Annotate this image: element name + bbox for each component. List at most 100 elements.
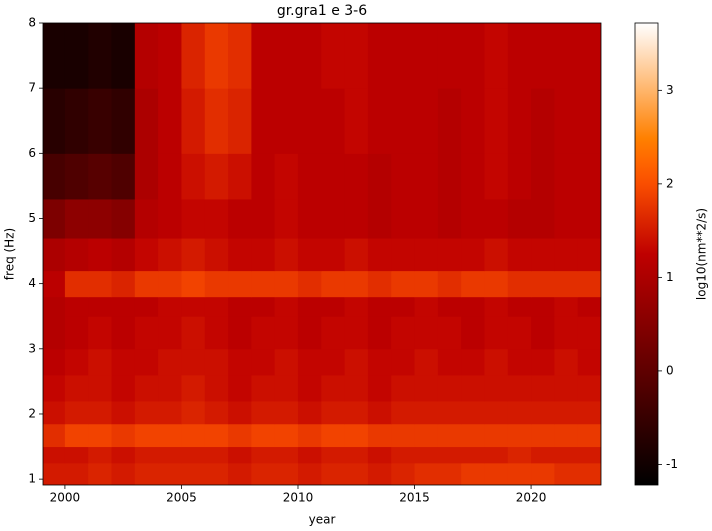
heatmap-cell bbox=[461, 296, 485, 317]
heatmap-cell bbox=[461, 423, 485, 448]
heatmap-cell bbox=[367, 23, 392, 89]
heatmap-cell bbox=[507, 296, 532, 317]
heatmap-cell bbox=[134, 374, 159, 402]
heatmap-cell bbox=[554, 446, 579, 464]
heatmap-cell bbox=[321, 348, 346, 376]
heatmap-cell bbox=[204, 462, 229, 485]
heatmap-cell bbox=[43, 316, 66, 350]
heatmap-cell bbox=[297, 88, 322, 154]
heatmap-cell bbox=[321, 153, 346, 200]
heatmap-cell bbox=[158, 316, 182, 350]
heatmap-cell bbox=[158, 238, 182, 272]
heatmap-cell bbox=[461, 198, 485, 239]
heatmap-cell bbox=[251, 238, 276, 272]
heatmap-cell bbox=[577, 400, 601, 425]
heatmap-cell bbox=[414, 153, 439, 200]
heatmap-cell bbox=[531, 400, 555, 425]
heatmap-cell bbox=[367, 296, 392, 317]
heatmap-cell bbox=[251, 88, 276, 154]
heatmap-cell bbox=[391, 296, 416, 317]
heatmap-cell bbox=[437, 88, 462, 154]
heatmap-cell bbox=[554, 348, 579, 376]
heatmap-cell bbox=[204, 23, 229, 89]
heatmap-cell bbox=[437, 23, 462, 89]
x-tick-label: 2000 bbox=[50, 491, 81, 505]
heatmap-cell bbox=[111, 400, 136, 425]
heatmap-cell bbox=[181, 198, 206, 239]
heatmap-cell bbox=[554, 423, 579, 448]
heatmap-cell bbox=[274, 23, 299, 89]
heatmap-cell bbox=[344, 238, 369, 272]
heatmap-cell bbox=[554, 198, 579, 239]
heatmap-cell bbox=[158, 153, 182, 200]
y-tick-label: 6 bbox=[28, 146, 36, 160]
heatmap-cell bbox=[88, 423, 113, 448]
heatmap-cell bbox=[64, 446, 89, 464]
heatmap-cell bbox=[437, 348, 462, 376]
heatmap-cell bbox=[228, 462, 252, 485]
heatmap-cell bbox=[367, 198, 392, 239]
heatmap-cell bbox=[274, 423, 299, 448]
heatmap-cell bbox=[531, 296, 555, 317]
heatmap-cell bbox=[321, 462, 346, 485]
heatmap-cell bbox=[274, 198, 299, 239]
heatmap-cell bbox=[367, 400, 392, 425]
heatmap-cell bbox=[437, 423, 462, 448]
heatmap-cell bbox=[111, 316, 136, 350]
heatmap-cell bbox=[297, 446, 322, 464]
heatmap-cell bbox=[158, 23, 182, 89]
heatmap-cell bbox=[321, 316, 346, 350]
heatmap-cell bbox=[391, 23, 416, 89]
heatmap-cell bbox=[228, 423, 252, 448]
heatmap-cell bbox=[554, 238, 579, 272]
plot-frame bbox=[42, 22, 602, 486]
heatmap-cell bbox=[251, 270, 276, 298]
heatmap-cell bbox=[43, 446, 66, 464]
heatmap-cell bbox=[507, 153, 532, 200]
heatmap-cell bbox=[507, 270, 532, 298]
heatmap-cell bbox=[228, 153, 252, 200]
heatmap-cell bbox=[111, 238, 136, 272]
heatmap-cell bbox=[554, 316, 579, 350]
heatmap-cell bbox=[437, 238, 462, 272]
heatmap-cell bbox=[228, 446, 252, 464]
heatmap-cell bbox=[134, 198, 159, 239]
heatmap-cell bbox=[158, 446, 182, 464]
x-tick-label: 2020 bbox=[516, 491, 547, 505]
heatmap-cell bbox=[531, 446, 555, 464]
colorbar-tick-label: 3 bbox=[666, 83, 674, 97]
heatmap-cell bbox=[391, 400, 416, 425]
colorbar-tick-label: -1 bbox=[666, 457, 678, 471]
heatmap-cell bbox=[64, 423, 89, 448]
heatmap-cell bbox=[134, 423, 159, 448]
heatmap-cell bbox=[297, 198, 322, 239]
heatmap-cell bbox=[414, 23, 439, 89]
heatmap-cell bbox=[64, 238, 89, 272]
colorbar-tick-label: 0 bbox=[666, 363, 674, 377]
heatmap-cell bbox=[484, 316, 509, 350]
heatmap-cell bbox=[344, 462, 369, 485]
heatmap-cell bbox=[461, 446, 485, 464]
heatmap-cell bbox=[344, 348, 369, 376]
y-tick-label: 4 bbox=[28, 276, 36, 290]
heatmap-cell bbox=[414, 423, 439, 448]
heatmap-cell bbox=[461, 374, 485, 402]
heatmap-cell bbox=[251, 348, 276, 376]
heatmap-cell bbox=[484, 462, 509, 485]
heatmap-cell bbox=[251, 446, 276, 464]
heatmap-cell bbox=[577, 374, 601, 402]
heatmap-cell bbox=[43, 153, 66, 200]
heatmap-cell bbox=[204, 374, 229, 402]
heatmap-cell bbox=[321, 296, 346, 317]
heatmap-cell bbox=[88, 348, 113, 376]
heatmap-cell bbox=[64, 270, 89, 298]
heatmap-cell bbox=[297, 238, 322, 272]
heatmap-cell bbox=[484, 153, 509, 200]
heatmap-cell bbox=[554, 153, 579, 200]
heatmap-cell bbox=[367, 374, 392, 402]
heatmap-cell bbox=[134, 270, 159, 298]
heatmap-cell bbox=[507, 348, 532, 376]
heatmap-cell bbox=[111, 198, 136, 239]
heatmap-cell bbox=[88, 400, 113, 425]
heatmap-cell bbox=[577, 316, 601, 350]
